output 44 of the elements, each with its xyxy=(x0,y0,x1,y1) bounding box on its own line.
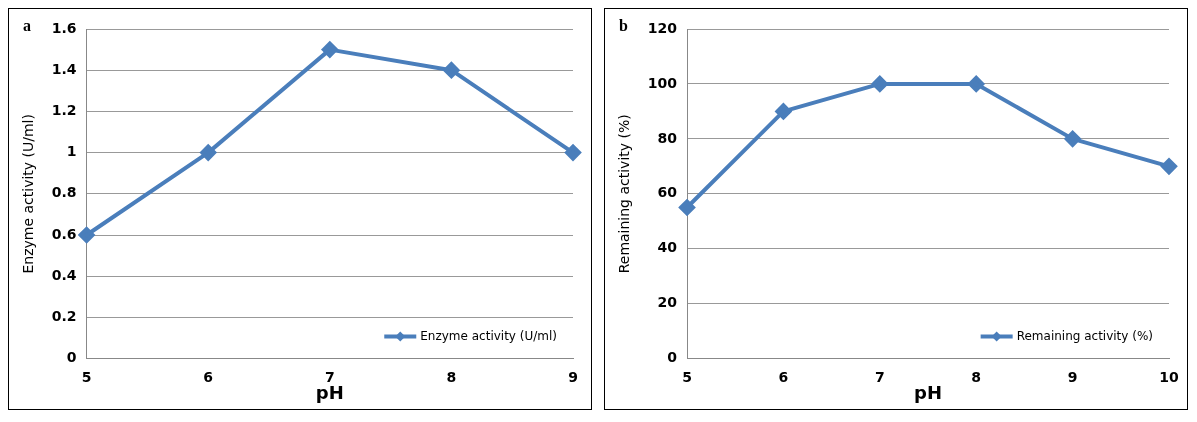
y-tick-label: 0.8 xyxy=(51,184,77,201)
legend-label: Remaining activity (%) xyxy=(1016,328,1154,343)
text: a xyxy=(23,17,31,35)
point xyxy=(321,41,338,58)
point xyxy=(968,75,985,92)
y-tick-label: 0 xyxy=(66,349,77,366)
y-tick-label: 80 xyxy=(657,129,678,146)
point xyxy=(443,62,460,79)
x-tick-label: 6 xyxy=(203,368,214,385)
x-tick-label: 9 xyxy=(568,368,578,385)
y-tick-label: 1.2 xyxy=(51,102,77,119)
y-tick-label: 120 xyxy=(647,19,678,36)
y-tick-label: 100 xyxy=(647,74,678,91)
point xyxy=(565,144,581,161)
point xyxy=(679,199,696,216)
x-tick-label: 9 xyxy=(1067,368,1078,385)
legend-label: Enzyme activity (U/ml) xyxy=(420,328,557,343)
x-tick-label: 8 xyxy=(971,368,982,385)
x-tick-label: 8 xyxy=(446,368,457,385)
x-tick-label: 5 xyxy=(81,368,92,385)
x-tick-label: 7 xyxy=(874,368,885,385)
y-tick-label: 20 xyxy=(657,294,678,311)
point xyxy=(1064,130,1081,147)
x-tick-label: 6 xyxy=(778,368,789,385)
y-tick-label: 1 xyxy=(66,143,77,160)
y-tick-label: 0.6 xyxy=(51,225,77,242)
y-tick-label: 60 xyxy=(657,184,678,201)
y-tick-label: 0.2 xyxy=(51,308,77,325)
x-axis-title: pH xyxy=(914,381,942,403)
point xyxy=(78,227,95,243)
y-axis-title: Remaining activity (%) xyxy=(616,114,633,274)
y-tick-label: 1.4 xyxy=(51,60,77,77)
y-tick-label: 0 xyxy=(667,349,678,366)
x-tick-label: 10 xyxy=(1159,368,1179,385)
point xyxy=(871,75,888,92)
y-tick-label: 40 xyxy=(657,239,678,256)
y-tick-label: 0.4 xyxy=(51,266,77,283)
y-tick-label: 1.6 xyxy=(51,19,77,36)
point xyxy=(1161,158,1177,175)
text: b xyxy=(619,17,628,35)
y-axis-title: Enzyme activity (U/ml) xyxy=(20,114,37,274)
point xyxy=(200,144,217,161)
point xyxy=(775,103,792,120)
x-tick-label: 5 xyxy=(682,368,692,385)
